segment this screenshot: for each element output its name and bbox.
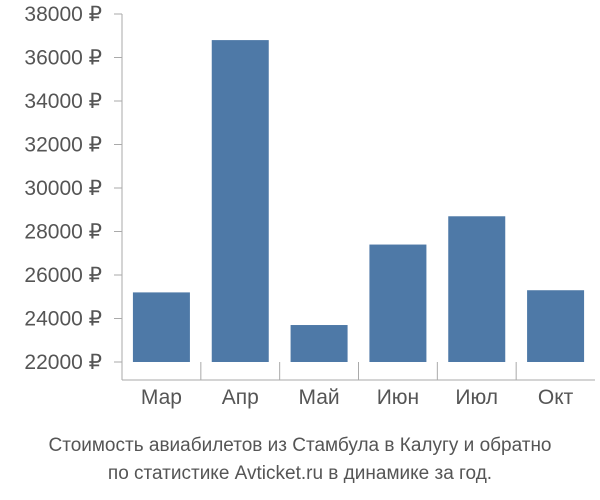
bar: [369, 244, 427, 362]
x-axis: Мар Апр Май Июн Июл Окт: [122, 362, 595, 409]
y-tick-label: 36000 ₽: [24, 47, 102, 70]
y-tick-label: 24000 ₽: [24, 308, 102, 331]
x-tick-label: Апр: [222, 386, 259, 409]
x-tick-label: Июн: [377, 386, 419, 409]
bar-chart: 22000 ₽ 24000 ₽ 26000 ₽ 28000 ₽ 30000 ₽ 32000…: [24, 3, 595, 409]
bars: [132, 40, 585, 362]
y-tick-label: 26000 ₽: [24, 264, 102, 287]
y-tick-label: 28000 ₽: [24, 221, 102, 244]
y-tick-label: 32000 ₽: [24, 134, 102, 157]
y-tick-label: 34000 ₽: [24, 90, 102, 113]
bar: [132, 292, 190, 362]
x-tick-label: Июл: [455, 386, 498, 409]
bar: [448, 216, 506, 362]
x-tick-label: Май: [299, 386, 340, 409]
x-tick-label: Окт: [538, 386, 574, 409]
y-axis: 22000 ₽ 24000 ₽ 26000 ₽ 28000 ₽ 30000 ₽ 32000…: [24, 3, 123, 380]
bar: [211, 40, 269, 362]
y-tick-label: 22000 ₽: [24, 351, 102, 374]
chart-caption-line-1: Стоимость авиабилетов из Стамбула в Калу…: [48, 435, 552, 456]
bar: [527, 290, 585, 362]
y-tick-label: 38000 ₽: [24, 3, 102, 26]
chart-caption-line-2: по статистике Avticket.ru в динамике за …: [107, 463, 493, 484]
y-tick-label: 30000 ₽: [24, 177, 102, 200]
bar: [290, 325, 348, 362]
x-tick-label: Мар: [141, 386, 182, 409]
